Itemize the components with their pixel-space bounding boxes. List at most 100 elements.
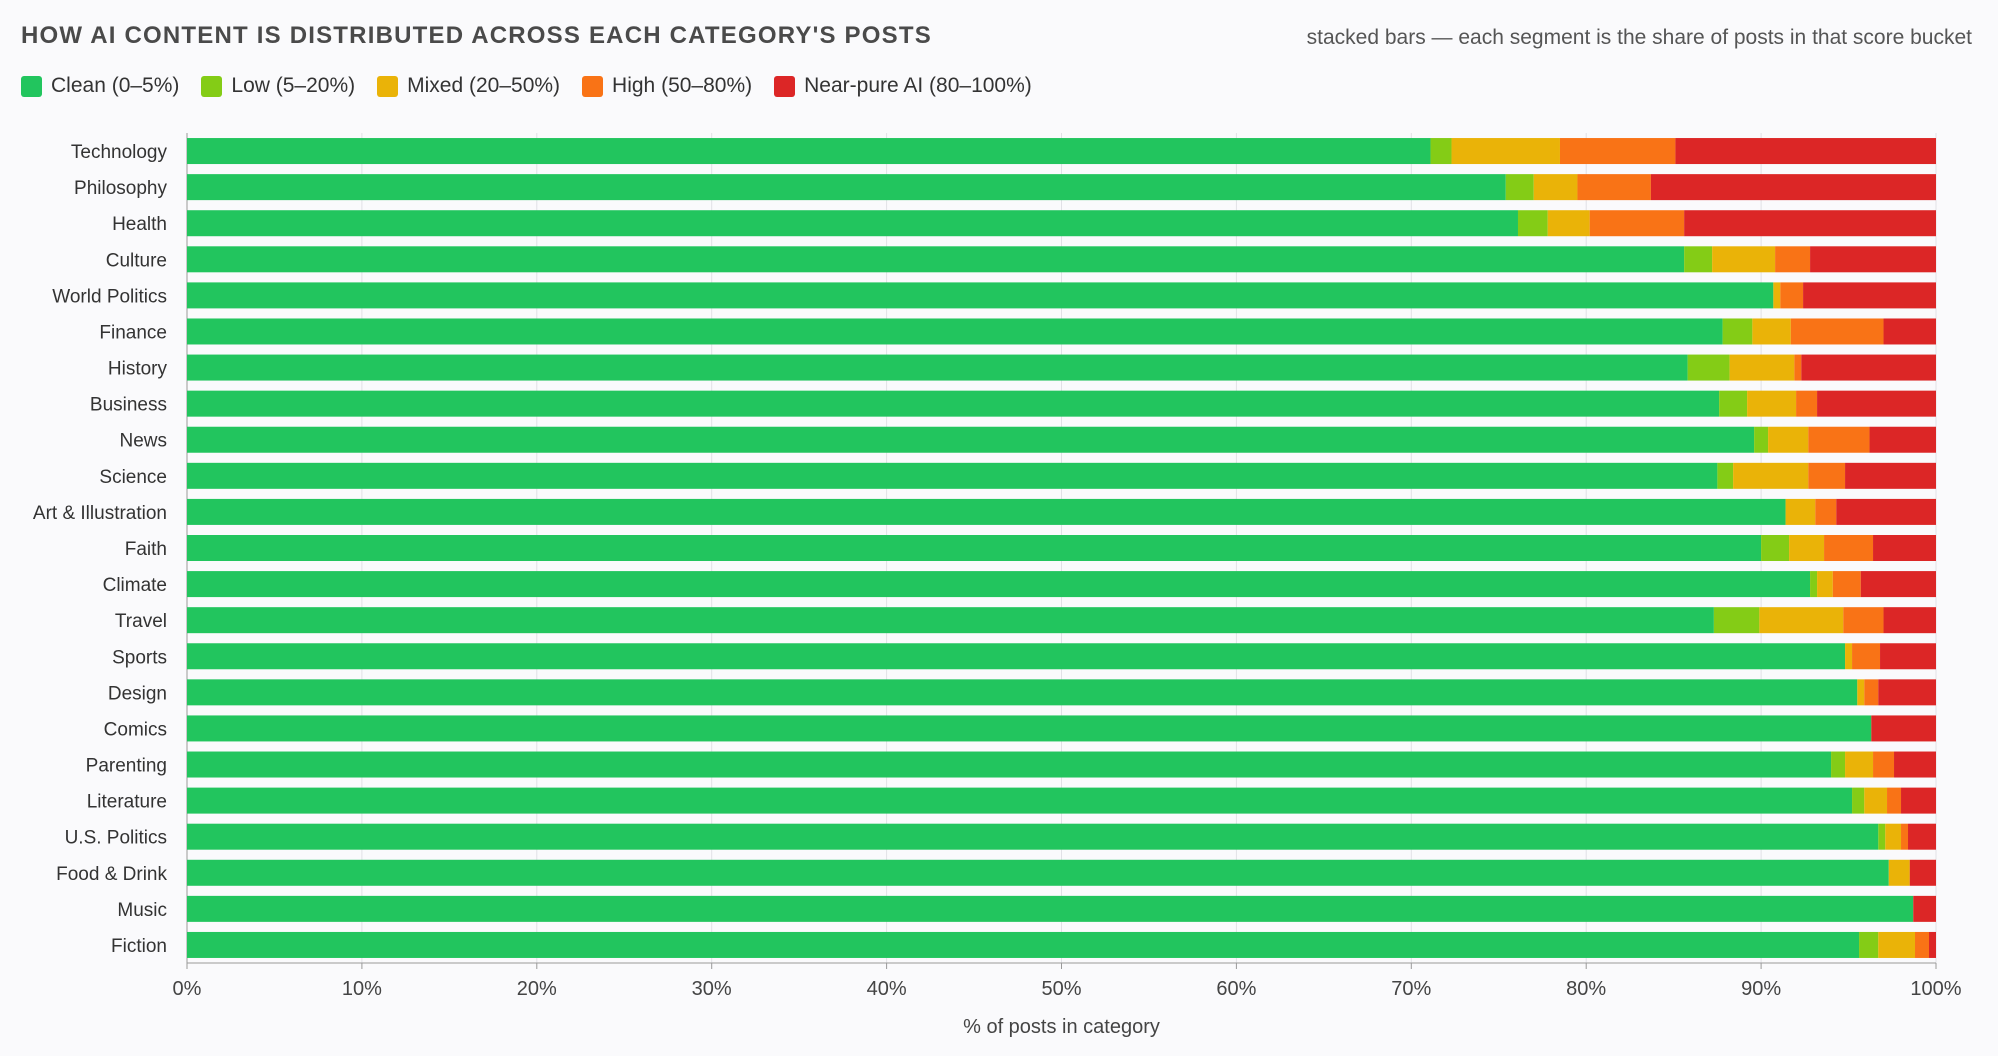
bar-segment-4[interactable]	[1845, 462, 1936, 489]
bar-segment-2[interactable]	[1773, 282, 1781, 309]
bar-segment-0[interactable]	[187, 354, 1688, 381]
bar-segment-2[interactable]	[1733, 462, 1809, 489]
bar-segment-3[interactable]	[1852, 643, 1881, 670]
bar-segment-0[interactable]	[187, 571, 1811, 598]
bar-segment-0[interactable]	[187, 859, 1889, 886]
bar-segment-1[interactable]	[1505, 174, 1534, 201]
bar-segment-1[interactable]	[1722, 318, 1753, 345]
bar-segment-2[interactable]	[1759, 607, 1844, 634]
bar-segment-3[interactable]	[1873, 751, 1895, 778]
bar-segment-0[interactable]	[187, 426, 1755, 453]
bar-segment-0[interactable]	[187, 282, 1774, 309]
bar-segment-1[interactable]	[1687, 354, 1730, 381]
bar-segment-2[interactable]	[1845, 751, 1874, 778]
bar-segment-0[interactable]	[187, 787, 1853, 814]
bar-segment-1[interactable]	[1517, 210, 1548, 237]
bar-segment-4[interactable]	[1860, 571, 1936, 598]
bar-segment-3[interactable]	[1559, 138, 1676, 165]
bar-segment-2[interactable]	[1712, 246, 1776, 273]
bar-segment-1[interactable]	[1810, 571, 1818, 598]
legend-item-mixed[interactable]: Mixed (20–50%)	[377, 74, 560, 98]
bar-segment-4[interactable]	[1883, 318, 1936, 345]
bar-segment-2[interactable]	[1845, 643, 1853, 670]
bar-segment-1[interactable]	[1430, 138, 1452, 165]
legend-item-high[interactable]: High (50–80%)	[582, 74, 752, 98]
bar-segment-2[interactable]	[1817, 571, 1833, 598]
bar-segment-2[interactable]	[1547, 210, 1590, 237]
bar-segment-3[interactable]	[1775, 246, 1811, 273]
bar-segment-2[interactable]	[1888, 859, 1910, 886]
bar-segment-3[interactable]	[1864, 679, 1879, 706]
bar-segment-2[interactable]	[1885, 823, 1902, 850]
bar-segment-3[interactable]	[1790, 318, 1884, 345]
bar-segment-4[interactable]	[1810, 246, 1936, 273]
bar-segment-4[interactable]	[1929, 931, 1936, 958]
bar-segment-1[interactable]	[1852, 787, 1865, 814]
bar-segment-4[interactable]	[1913, 895, 1936, 922]
bar-segment-1[interactable]	[1754, 426, 1769, 453]
legend-item-near-pure-ai[interactable]: Near-pure AI (80–100%)	[774, 74, 1032, 98]
bar-segment-0[interactable]	[187, 210, 1518, 237]
bar-segment-3[interactable]	[1589, 210, 1685, 237]
bar-segment-3[interactable]	[1815, 498, 1837, 525]
bar-segment-2[interactable]	[1451, 138, 1560, 165]
legend-item-clean[interactable]: Clean (0–5%)	[21, 74, 179, 98]
bar-segment-4[interactable]	[1908, 823, 1936, 850]
bar-segment-4[interactable]	[1901, 787, 1936, 814]
bar-segment-1[interactable]	[1719, 390, 1748, 417]
bar-segment-4[interactable]	[1650, 174, 1936, 201]
bar-segment-2[interactable]	[1533, 174, 1578, 201]
bar-segment-3[interactable]	[1796, 390, 1818, 417]
bar-segment-1[interactable]	[1713, 607, 1760, 634]
bar-segment-1[interactable]	[1859, 931, 1879, 958]
bar-segment-0[interactable]	[187, 751, 1832, 778]
bar-segment-3[interactable]	[1824, 535, 1874, 561]
legend-item-low[interactable]: Low (5–20%)	[201, 74, 355, 98]
bar-segment-4[interactable]	[1803, 282, 1936, 309]
bar-segment-0[interactable]	[187, 318, 1723, 345]
bar-segment-3[interactable]	[1780, 282, 1804, 309]
bar-segment-1[interactable]	[1717, 462, 1734, 489]
bar-segment-1[interactable]	[1831, 751, 1846, 778]
bar-segment-0[interactable]	[187, 715, 1872, 742]
bar-segment-3[interactable]	[1794, 354, 1802, 381]
bar-segment-2[interactable]	[1789, 535, 1825, 561]
bar-segment-0[interactable]	[187, 643, 1846, 670]
bar-segment-0[interactable]	[187, 498, 1786, 525]
bar-segment-2[interactable]	[1878, 931, 1916, 958]
bar-segment-0[interactable]	[187, 535, 1762, 561]
bar-segment-2[interactable]	[1785, 498, 1816, 525]
bar-segment-0[interactable]	[187, 679, 1858, 706]
bar-segment-4[interactable]	[1878, 679, 1936, 706]
bar-segment-4[interactable]	[1801, 354, 1936, 381]
bar-segment-0[interactable]	[187, 895, 1914, 922]
bar-segment-3[interactable]	[1832, 571, 1861, 598]
bar-segment-4[interactable]	[1883, 607, 1936, 634]
bar-segment-3[interactable]	[1577, 174, 1651, 201]
bar-segment-0[interactable]	[187, 390, 1720, 417]
bar-segment-4[interactable]	[1894, 751, 1936, 778]
bar-segment-3[interactable]	[1901, 823, 1909, 850]
bar-segment-1[interactable]	[1684, 246, 1713, 273]
bar-segment-0[interactable]	[187, 931, 1860, 958]
bar-segment-0[interactable]	[187, 246, 1685, 273]
bar-segment-0[interactable]	[187, 607, 1714, 634]
bar-segment-4[interactable]	[1909, 859, 1936, 886]
bar-segment-4[interactable]	[1869, 426, 1936, 453]
bar-segment-3[interactable]	[1808, 426, 1870, 453]
bar-segment-4[interactable]	[1675, 138, 1936, 165]
bar-segment-0[interactable]	[187, 174, 1506, 201]
bar-segment-1[interactable]	[1878, 823, 1886, 850]
bar-segment-2[interactable]	[1864, 787, 1888, 814]
bar-segment-3[interactable]	[1808, 462, 1846, 489]
bar-segment-4[interactable]	[1871, 715, 1936, 742]
bar-segment-2[interactable]	[1747, 390, 1797, 417]
bar-segment-3[interactable]	[1887, 787, 1902, 814]
bar-segment-4[interactable]	[1684, 210, 1936, 237]
bar-segment-4[interactable]	[1817, 390, 1936, 417]
bar-segment-4[interactable]	[1836, 498, 1936, 525]
bar-segment-4[interactable]	[1880, 643, 1936, 670]
bar-segment-3[interactable]	[1843, 607, 1884, 634]
bar-segment-1[interactable]	[1761, 535, 1790, 561]
bar-segment-2[interactable]	[1752, 318, 1791, 345]
